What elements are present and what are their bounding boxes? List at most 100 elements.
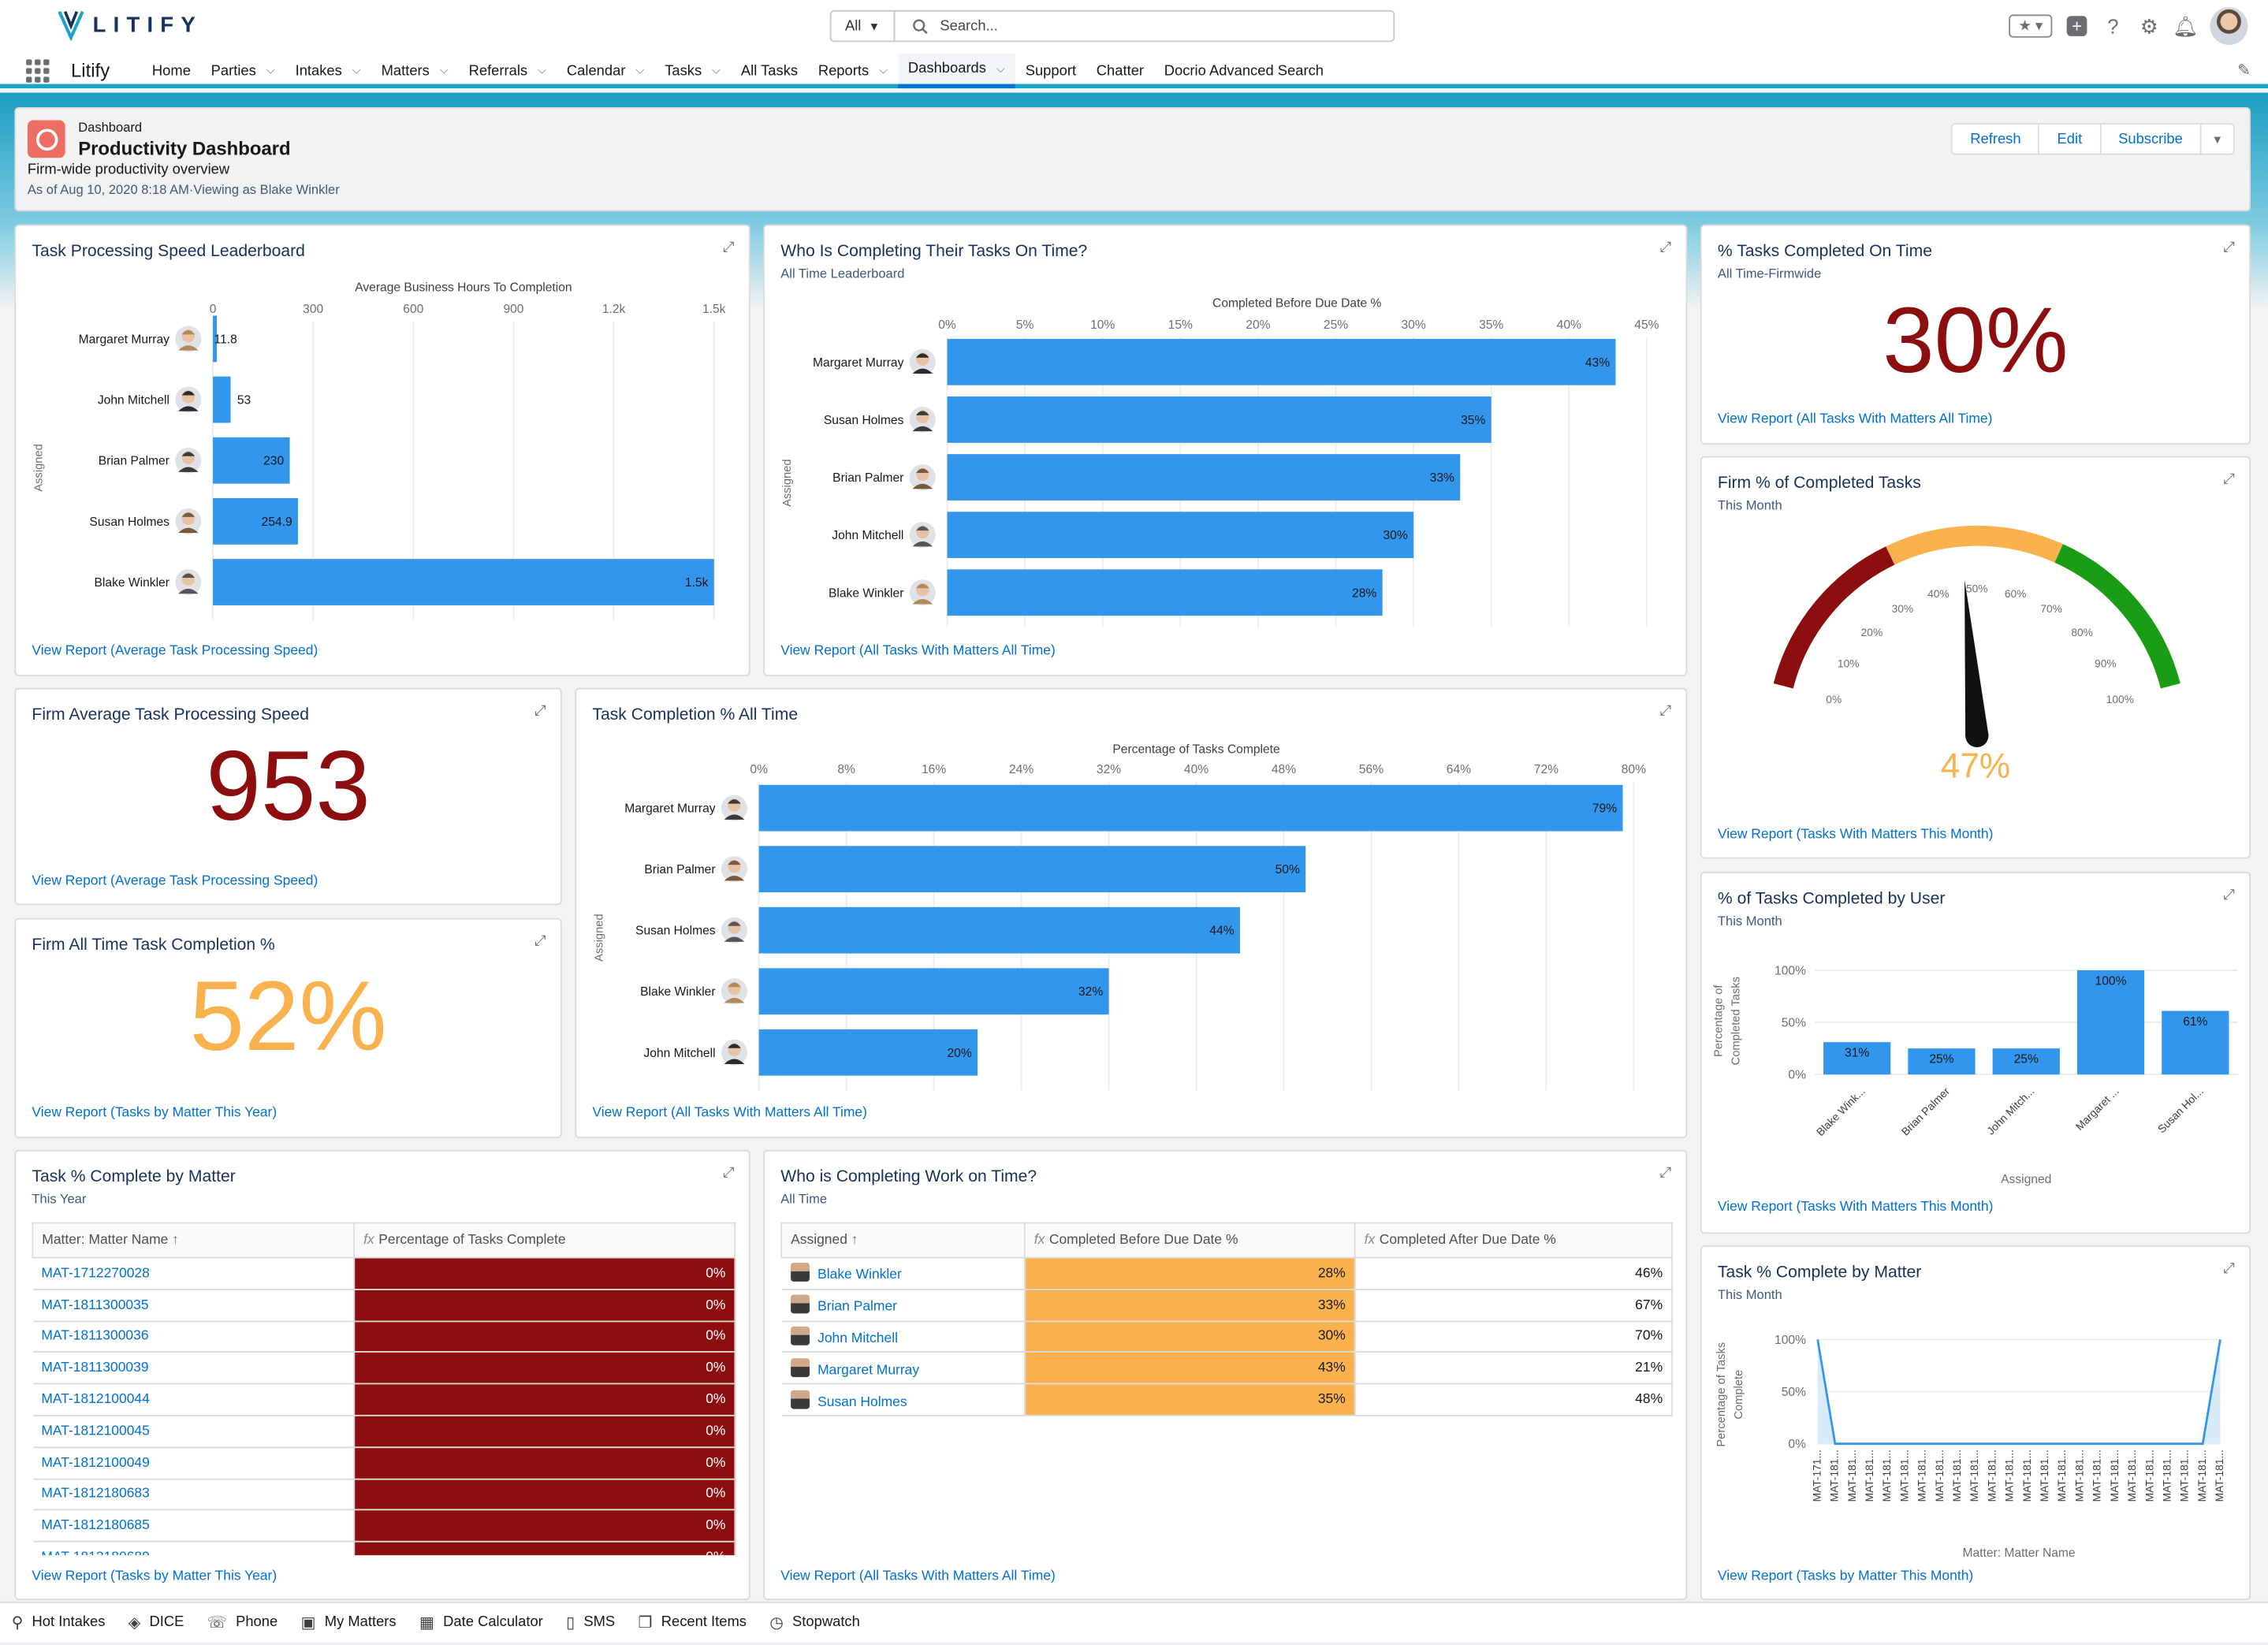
edit-nav-icon[interactable]: ✎ — [2237, 61, 2251, 80]
help-button[interactable]: ? — [2102, 14, 2125, 37]
utility-hot-intakes[interactable]: ⚲ Hot Intakes — [12, 1613, 106, 1632]
expand-icon[interactable]: ⤢ — [722, 1165, 735, 1182]
bar[interactable] — [758, 784, 1623, 832]
view-report-link[interactable]: View Report (All Tasks With Matters All … — [592, 1104, 867, 1121]
nav-item-referrals[interactable]: Referrals ⌵ — [459, 54, 557, 88]
column-header-assigned[interactable]: Assigned ↑ — [780, 1222, 1026, 1259]
edit-button[interactable]: Edit — [2039, 123, 2102, 155]
matter-link[interactable]: MAT-1712270028 — [32, 1257, 356, 1290]
bar[interactable] — [947, 338, 1616, 385]
refresh-button[interactable]: Refresh — [1951, 123, 2040, 155]
bar[interactable] — [947, 569, 1383, 616]
bar[interactable] — [213, 376, 231, 423]
matter-link[interactable]: MAT-1811300035 — [32, 1289, 356, 1322]
bar[interactable] — [758, 1029, 978, 1076]
nav-item-intakes[interactable]: Intakes ⌵ — [285, 54, 371, 88]
column-header-percentage[interactable]: fx Percentage of Tasks Complete — [353, 1222, 736, 1259]
expand-icon[interactable]: ⤢ — [534, 703, 546, 720]
column-bar[interactable] — [1823, 1042, 1891, 1075]
bar[interactable] — [213, 559, 714, 605]
chevron-down-icon[interactable]: ⌵ — [538, 63, 547, 77]
nav-item-all-tasks[interactable]: All Tasks — [731, 54, 808, 88]
utility-phone[interactable]: ☏ Phone — [207, 1613, 277, 1632]
expand-icon[interactable]: ⤢ — [2223, 471, 2235, 489]
column-bar[interactable] — [2162, 1010, 2229, 1075]
expand-icon[interactable]: ⤢ — [1659, 1165, 1672, 1182]
chevron-down-icon[interactable]: ⌵ — [266, 63, 275, 77]
bar[interactable] — [947, 454, 1461, 501]
bar[interactable] — [213, 497, 299, 545]
matter-link[interactable]: MAT-1812100045 — [32, 1415, 356, 1448]
bar[interactable] — [758, 846, 1306, 893]
nav-item-home[interactable]: Home — [142, 54, 201, 88]
setup-button[interactable]: ⚙ — [2138, 13, 2161, 37]
chevron-down-icon[interactable]: ⌵ — [352, 63, 361, 77]
utility-sms[interactable]: ▯ SMS — [566, 1613, 615, 1632]
matter-link[interactable]: MAT-1812180685 — [32, 1509, 356, 1543]
matter-link[interactable]: MAT-1812100049 — [32, 1446, 356, 1479]
utility-date-calculator[interactable]: ▦ Date Calculator — [419, 1613, 543, 1632]
column-header-after-due[interactable]: fx Completed After Due Date % — [1354, 1222, 1673, 1259]
assignee-cell[interactable]: Susan Holmes — [781, 1383, 1026, 1416]
bar[interactable] — [213, 437, 290, 484]
assignee-link[interactable]: John Mitchell — [817, 1331, 898, 1347]
nav-item-reports[interactable]: Reports ⌵ — [808, 54, 898, 88]
litify-logo[interactable]: LITIFY — [58, 9, 202, 41]
expand-icon[interactable]: ⤢ — [1659, 240, 1672, 257]
user-avatar[interactable] — [2210, 7, 2248, 45]
nav-item-matters[interactable]: Matters ⌵ — [371, 54, 459, 88]
assignee-link[interactable]: Margaret Murray — [817, 1362, 920, 1379]
assignee-cell[interactable]: Margaret Murray — [781, 1352, 1026, 1385]
chevron-down-icon[interactable]: ⌵ — [879, 63, 888, 77]
view-report-link[interactable]: View Report (Average Task Processing Spe… — [32, 873, 318, 890]
search-scope-select[interactable]: All ▼ — [832, 11, 896, 41]
assignee-link[interactable]: Blake Winkler — [817, 1267, 902, 1284]
nav-item-tasks[interactable]: Tasks ⌵ — [654, 54, 731, 88]
utility-my-matters[interactable]: ▣ My Matters — [301, 1613, 397, 1632]
nav-item-dashboards[interactable]: Dashboards ⌵ — [898, 53, 1015, 89]
sort-arrow-icon[interactable]: ↑ — [172, 1232, 179, 1249]
view-report-link[interactable]: View Report (Average Task Processing Spe… — [32, 642, 318, 659]
assignee-link[interactable]: Brian Palmer — [817, 1299, 898, 1316]
column-bar[interactable] — [1992, 1048, 2060, 1075]
assignee-link[interactable]: Susan Holmes — [817, 1394, 907, 1410]
nav-item-calendar[interactable]: Calendar ⌵ — [557, 54, 654, 88]
column-header-before-due[interactable]: fx Completed Before Due Date % — [1023, 1222, 1356, 1259]
global-create-button[interactable]: + — [2065, 14, 2088, 37]
more-actions-button[interactable]: ▼ — [2201, 123, 2235, 155]
view-report-link[interactable]: View Report (Tasks by Matter This Year) — [32, 1568, 277, 1584]
view-report-link[interactable]: View Report (Tasks With Matters This Mon… — [1717, 827, 1994, 843]
expand-icon[interactable]: ⤢ — [2223, 240, 2235, 257]
view-report-link[interactable]: View Report (Tasks by Matter This Year) — [32, 1104, 277, 1121]
bar[interactable] — [947, 396, 1492, 443]
utility-dice[interactable]: ◈ DICE — [128, 1613, 184, 1632]
bar[interactable] — [213, 315, 218, 363]
subscribe-button[interactable]: Subscribe — [2101, 123, 2202, 155]
matter-link[interactable]: MAT-1812100044 — [32, 1383, 356, 1416]
chevron-down-icon[interactable]: ⌵ — [635, 63, 645, 77]
notifications-button[interactable]: 🔔︎ — [2173, 13, 2199, 37]
expand-icon[interactable]: ⤢ — [722, 240, 735, 257]
nav-item-support[interactable]: Support — [1015, 54, 1086, 88]
matter-link[interactable]: MAT-1812180689 — [32, 1542, 356, 1556]
column-bar[interactable] — [2076, 970, 2145, 1075]
bar[interactable] — [947, 512, 1414, 559]
assignee-cell[interactable]: Blake Winkler — [781, 1257, 1026, 1290]
matter-link[interactable]: MAT-1811300036 — [32, 1320, 356, 1353]
view-report-link[interactable]: View Report (All Tasks With Matters All … — [780, 642, 1056, 659]
chevron-down-icon[interactable]: ⌵ — [996, 61, 1005, 75]
utility-stopwatch[interactable]: ◷ Stopwatch — [769, 1613, 859, 1632]
bar[interactable] — [758, 906, 1241, 954]
app-launcher-icon[interactable] — [26, 59, 50, 83]
expand-icon[interactable]: ⤢ — [2223, 888, 2235, 904]
matter-link[interactable]: MAT-1811300039 — [32, 1352, 356, 1385]
sort-arrow-icon[interactable]: ↑ — [851, 1232, 858, 1249]
column-bar[interactable] — [1908, 1048, 1976, 1075]
view-report-link[interactable]: View Report (Tasks With Matters This Mon… — [1717, 1199, 1994, 1215]
favorites-button[interactable]: ★ ▾ — [2009, 14, 2053, 38]
chevron-down-icon[interactable]: ⌵ — [712, 63, 721, 77]
expand-icon[interactable]: ⤢ — [2223, 1261, 2235, 1278]
matter-link[interactable]: MAT-1812180683 — [32, 1478, 356, 1511]
column-header-matter[interactable]: Matter: Matter Name ↑ — [32, 1222, 356, 1259]
chevron-down-icon[interactable]: ⌵ — [439, 63, 449, 77]
